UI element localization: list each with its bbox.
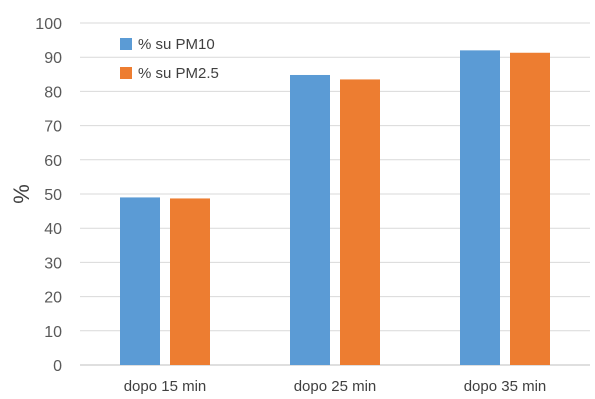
legend-swatch: [120, 38, 132, 50]
y-axis-ticks: 0 10 20 30 40 50 60 70 80 90 100: [35, 16, 62, 375]
bar: [290, 74, 330, 365]
legend: % su PM10 % su PM2.5: [120, 36, 219, 82]
x-tick-label: dopo 25 min: [294, 378, 377, 395]
y-axis-label: %: [9, 184, 34, 204]
y-tick-label: 30: [44, 255, 62, 272]
y-tick-label: 50: [44, 187, 62, 204]
bar: [460, 50, 500, 366]
y-tick-label: 100: [35, 16, 62, 33]
bar: [170, 198, 210, 365]
bar: [510, 52, 550, 366]
bar: [340, 79, 380, 366]
y-tick-label: 10: [44, 324, 62, 341]
y-tick-label: 20: [44, 290, 62, 307]
y-tick-label: 40: [44, 221, 62, 238]
x-tick-label: dopo 15 min: [124, 378, 207, 395]
grid: [80, 22, 590, 366]
bars: [120, 50, 550, 366]
legend-label: % su PM10: [138, 36, 215, 53]
legend-swatch: [120, 67, 132, 79]
y-tick-label: 0: [53, 358, 62, 375]
bar: [120, 197, 160, 365]
y-tick-label: 70: [44, 119, 62, 136]
y-tick-label: 80: [44, 84, 62, 101]
x-axis-ticks: dopo 15 min dopo 25 min dopo 35 min: [124, 378, 547, 395]
y-tick-label: 90: [44, 50, 62, 67]
y-tick-label: 60: [44, 153, 62, 170]
x-tick-label: dopo 35 min: [464, 378, 547, 395]
legend-label: % su PM2.5: [138, 65, 219, 82]
